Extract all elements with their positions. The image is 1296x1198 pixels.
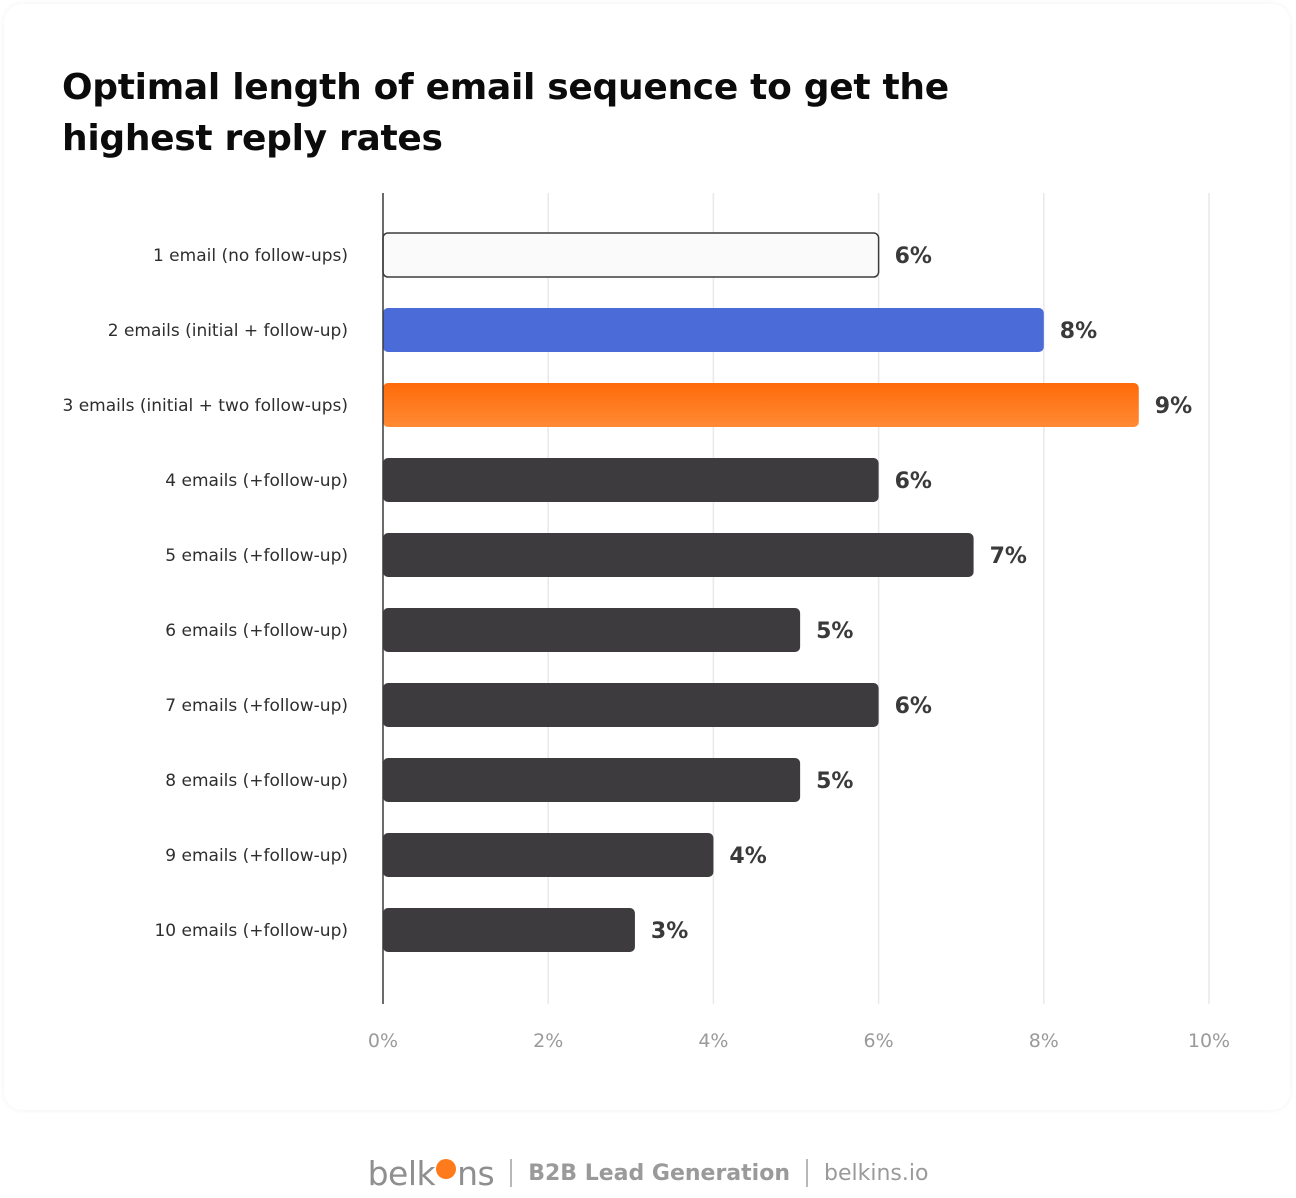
data-label: 5% [816, 619, 853, 644]
footer-divider [510, 1159, 513, 1187]
category-label: 3 emails (initial + two follow-ups) [63, 396, 349, 416]
footer: belk ns B2B Lead Generation belkins.io [0, 1148, 1296, 1198]
brand-text-right: ns [457, 1153, 495, 1193]
category-label: 8 emails (+follow-up) [165, 771, 348, 791]
bar [383, 908, 635, 952]
category-label: 2 emails (initial + follow-up) [108, 321, 348, 341]
bar-chart: 1 email (no follow-ups) 6% 2 emails (initi… [63, 193, 1230, 1052]
bar [383, 833, 714, 877]
category-label: 9 emails (+follow-up) [165, 846, 348, 866]
x-tick-label: 10% [1188, 1030, 1230, 1052]
category-label: 6 emails (+follow-up) [165, 621, 348, 641]
category-label: 1 email (no follow-ups) [153, 246, 348, 266]
footer-tagline: B2B Lead Generation [528, 1160, 790, 1186]
data-label: 9% [1155, 394, 1192, 419]
data-label: 6% [895, 469, 932, 494]
bar [383, 383, 1139, 427]
brand-text-left: belk [367, 1153, 436, 1193]
data-label: 7% [990, 544, 1027, 569]
category-label: 4 emails (+follow-up) [165, 471, 348, 491]
data-label: 8% [1060, 319, 1097, 344]
category-label: 7 emails (+follow-up) [165, 696, 348, 716]
bar [383, 533, 974, 577]
x-tick-label: 4% [698, 1030, 728, 1052]
bar [383, 683, 879, 727]
data-label: 3% [651, 919, 688, 944]
data-label: 6% [895, 244, 932, 269]
x-tick-label: 0% [368, 1030, 398, 1052]
data-label: 5% [816, 769, 853, 794]
bar [383, 458, 879, 502]
x-tick-label: 6% [864, 1030, 894, 1052]
data-label: 6% [895, 694, 932, 719]
category-label: 10 emails (+follow-up) [154, 921, 348, 941]
bar [383, 608, 801, 652]
brand-logo: belk ns [368, 1154, 495, 1193]
footer-site: belkins.io [824, 1160, 929, 1186]
category-label: 5 emails (+follow-up) [165, 546, 348, 566]
x-tick-label: 8% [1029, 1030, 1059, 1052]
logo-dot-icon [436, 1159, 457, 1179]
chart-title: Optimal length of email sequence to get … [62, 67, 949, 159]
bar [383, 758, 801, 802]
footer-divider [806, 1159, 808, 1187]
x-tick-label: 2% [533, 1030, 563, 1052]
bar [383, 308, 1044, 352]
data-label: 4% [729, 844, 766, 869]
bar [382, 232, 880, 278]
